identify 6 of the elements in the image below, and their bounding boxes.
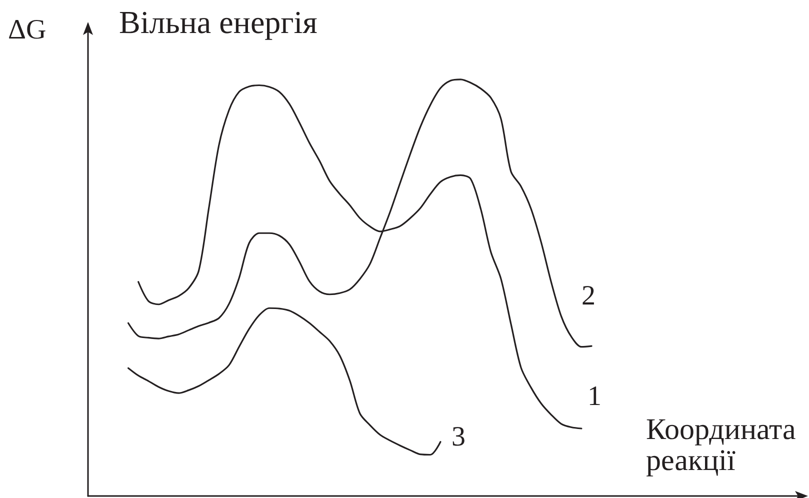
series-label: 3 [451,421,466,452]
x-axis-title: Координата реакції [646,413,796,477]
y-axis-title: ΔG [8,14,46,46]
chart-title: Вільна енергія [119,4,318,40]
series-label: 1 [587,381,602,412]
series-label: 2 [582,280,596,312]
